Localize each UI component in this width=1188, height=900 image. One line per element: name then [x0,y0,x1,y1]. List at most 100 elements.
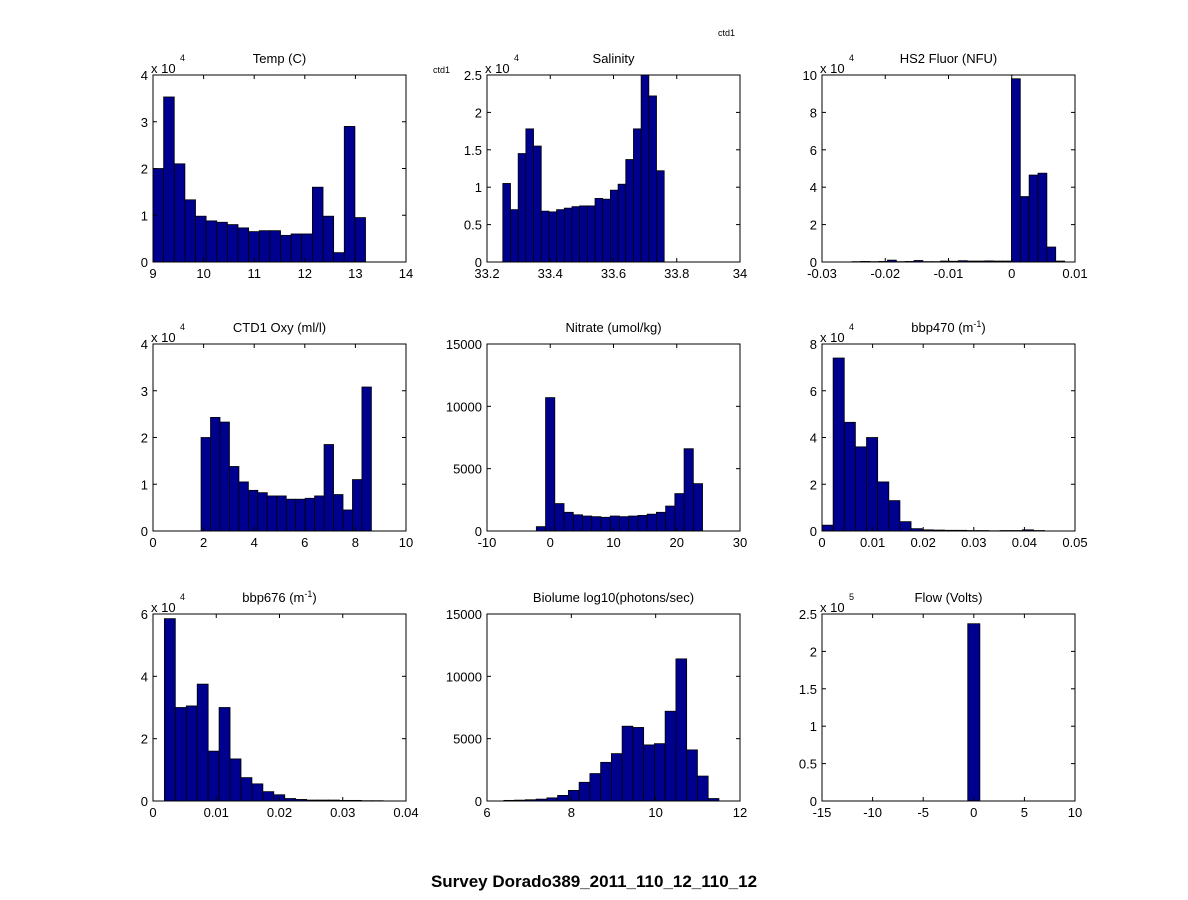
x-tick-label: 13 [348,266,362,281]
x-tick-label: 33.6 [601,266,626,281]
histogram-bar [200,437,211,532]
y-tick-label: 4 [141,68,148,83]
x-tick-label: 10 [606,535,620,550]
subplot-7: 0 0.01 0.02 0.03 0.04 0 2 4 6 bbp676 (m-1) x 10 4 [141,589,419,820]
x-tick-label: 10 [648,805,662,820]
histogram-bar [633,128,642,263]
subplot-title: Biolume log10(photons/sec) [533,590,694,605]
axis-multiplier: x 10 [485,61,510,76]
x-tick-label: 33.2 [474,266,499,281]
histogram-bar [517,153,527,263]
histogram-bar [877,481,890,532]
histogram-bar [582,515,593,532]
x-tick-label: 10 [196,266,210,281]
y-tick-label: 10 [803,68,817,83]
x-tick-label: 11 [247,266,261,281]
y-tick-label: 0.5 [799,757,817,772]
histogram-bar [594,198,604,263]
histogram-bar [262,791,275,802]
histogram-bar [579,205,588,263]
y-tick-label: 1 [141,208,148,223]
histogram-bar [855,446,867,532]
subplot-title: Nitrate (umol/kg) [565,320,661,335]
subplot-title: Salinity [593,51,635,66]
histogram-bar [591,516,602,532]
x-tick-label: 14 [399,266,413,281]
y-tick-label: 5000 [453,732,482,747]
histogram-bar [556,209,565,263]
histogram-bar [1046,246,1057,263]
histogram-bar [251,783,264,802]
y-tick-label: 4 [810,431,817,446]
histogram-bar [163,618,176,802]
histogram-bar [540,210,550,263]
axes-box [486,613,741,802]
y-tick-label: 1 [141,477,148,492]
histogram-bar [229,466,240,532]
histogram-bar [205,220,218,263]
histogram-bar [866,437,879,532]
x-tick-label: 0.01 [204,805,229,820]
y-tick-label: 0 [475,794,482,809]
histogram-bar [322,215,335,263]
histogram-bar [697,775,709,802]
histogram-bar [640,74,650,263]
histogram-bar [572,514,583,532]
x-tick-label: 20 [670,535,684,550]
histogram-bar [533,145,542,263]
histogram-bar [219,421,230,532]
subplot-9: -15 -10 -5 0 5 10 0 0.5 1 1.5 2 2.5 Flow (Volts) x 10… [799,590,1082,820]
x-tick-label: 0.01 [860,535,885,550]
histogram-bar [610,189,619,263]
x-tick-label: 12 [298,266,312,281]
x-tick-label: -10 [863,805,882,820]
histogram-bar [843,421,856,532]
histogram-bar [648,95,657,263]
x-tick-label: 0 [1008,266,1015,281]
histogram-bar [589,773,602,802]
histogram-bar [586,205,596,263]
histogram-bar [174,707,187,802]
histogram-bar [295,498,306,532]
y-tick-label: 8 [810,337,817,352]
histogram-bar [163,96,175,263]
histogram-bar [276,495,287,532]
axis-multiplier-exponent: 4 [849,322,854,332]
histogram-bar [832,357,845,532]
x-tick-label: 10 [399,535,413,550]
y-tick-label: 15000 [446,607,482,622]
y-tick-label: 3 [141,115,148,130]
histogram-bar [888,500,901,532]
histogram-bar [185,705,198,802]
y-tick-label: 6 [810,384,817,399]
histogram-bar [554,503,565,532]
histogram-bar [361,386,372,532]
histogram-bar [602,198,611,263]
x-tick-label: 0.04 [1012,535,1037,550]
histogram-bar [1019,196,1030,263]
x-tick-label: 8 [352,535,359,550]
histogram-bar [314,495,325,532]
y-tick-label: 4 [141,669,148,684]
histogram-bar [683,448,694,532]
y-tick-label: 2 [141,162,148,177]
y-tick-label: 6 [141,607,148,622]
histogram-bar [525,128,534,263]
y-tick-label: 2 [810,477,817,492]
histogram-bar [195,215,207,263]
axis-multiplier: x 10 [151,330,176,345]
x-tick-label: -0.01 [934,266,964,281]
histogram-bar [216,221,228,263]
y-tick-label: 0 [475,524,482,539]
histogram-bar [247,489,259,532]
x-tick-label: 4 [251,535,258,550]
y-tick-label: 2 [141,732,148,747]
histogram-bar [686,749,698,802]
histogram-bar [354,217,366,263]
axis-multiplier: x 10 [151,600,176,615]
histogram-bar [600,516,611,532]
histogram-bar [967,623,981,802]
subplot-title: Flow (Volts) [915,590,983,605]
axis-multiplier: x 10 [151,61,176,76]
